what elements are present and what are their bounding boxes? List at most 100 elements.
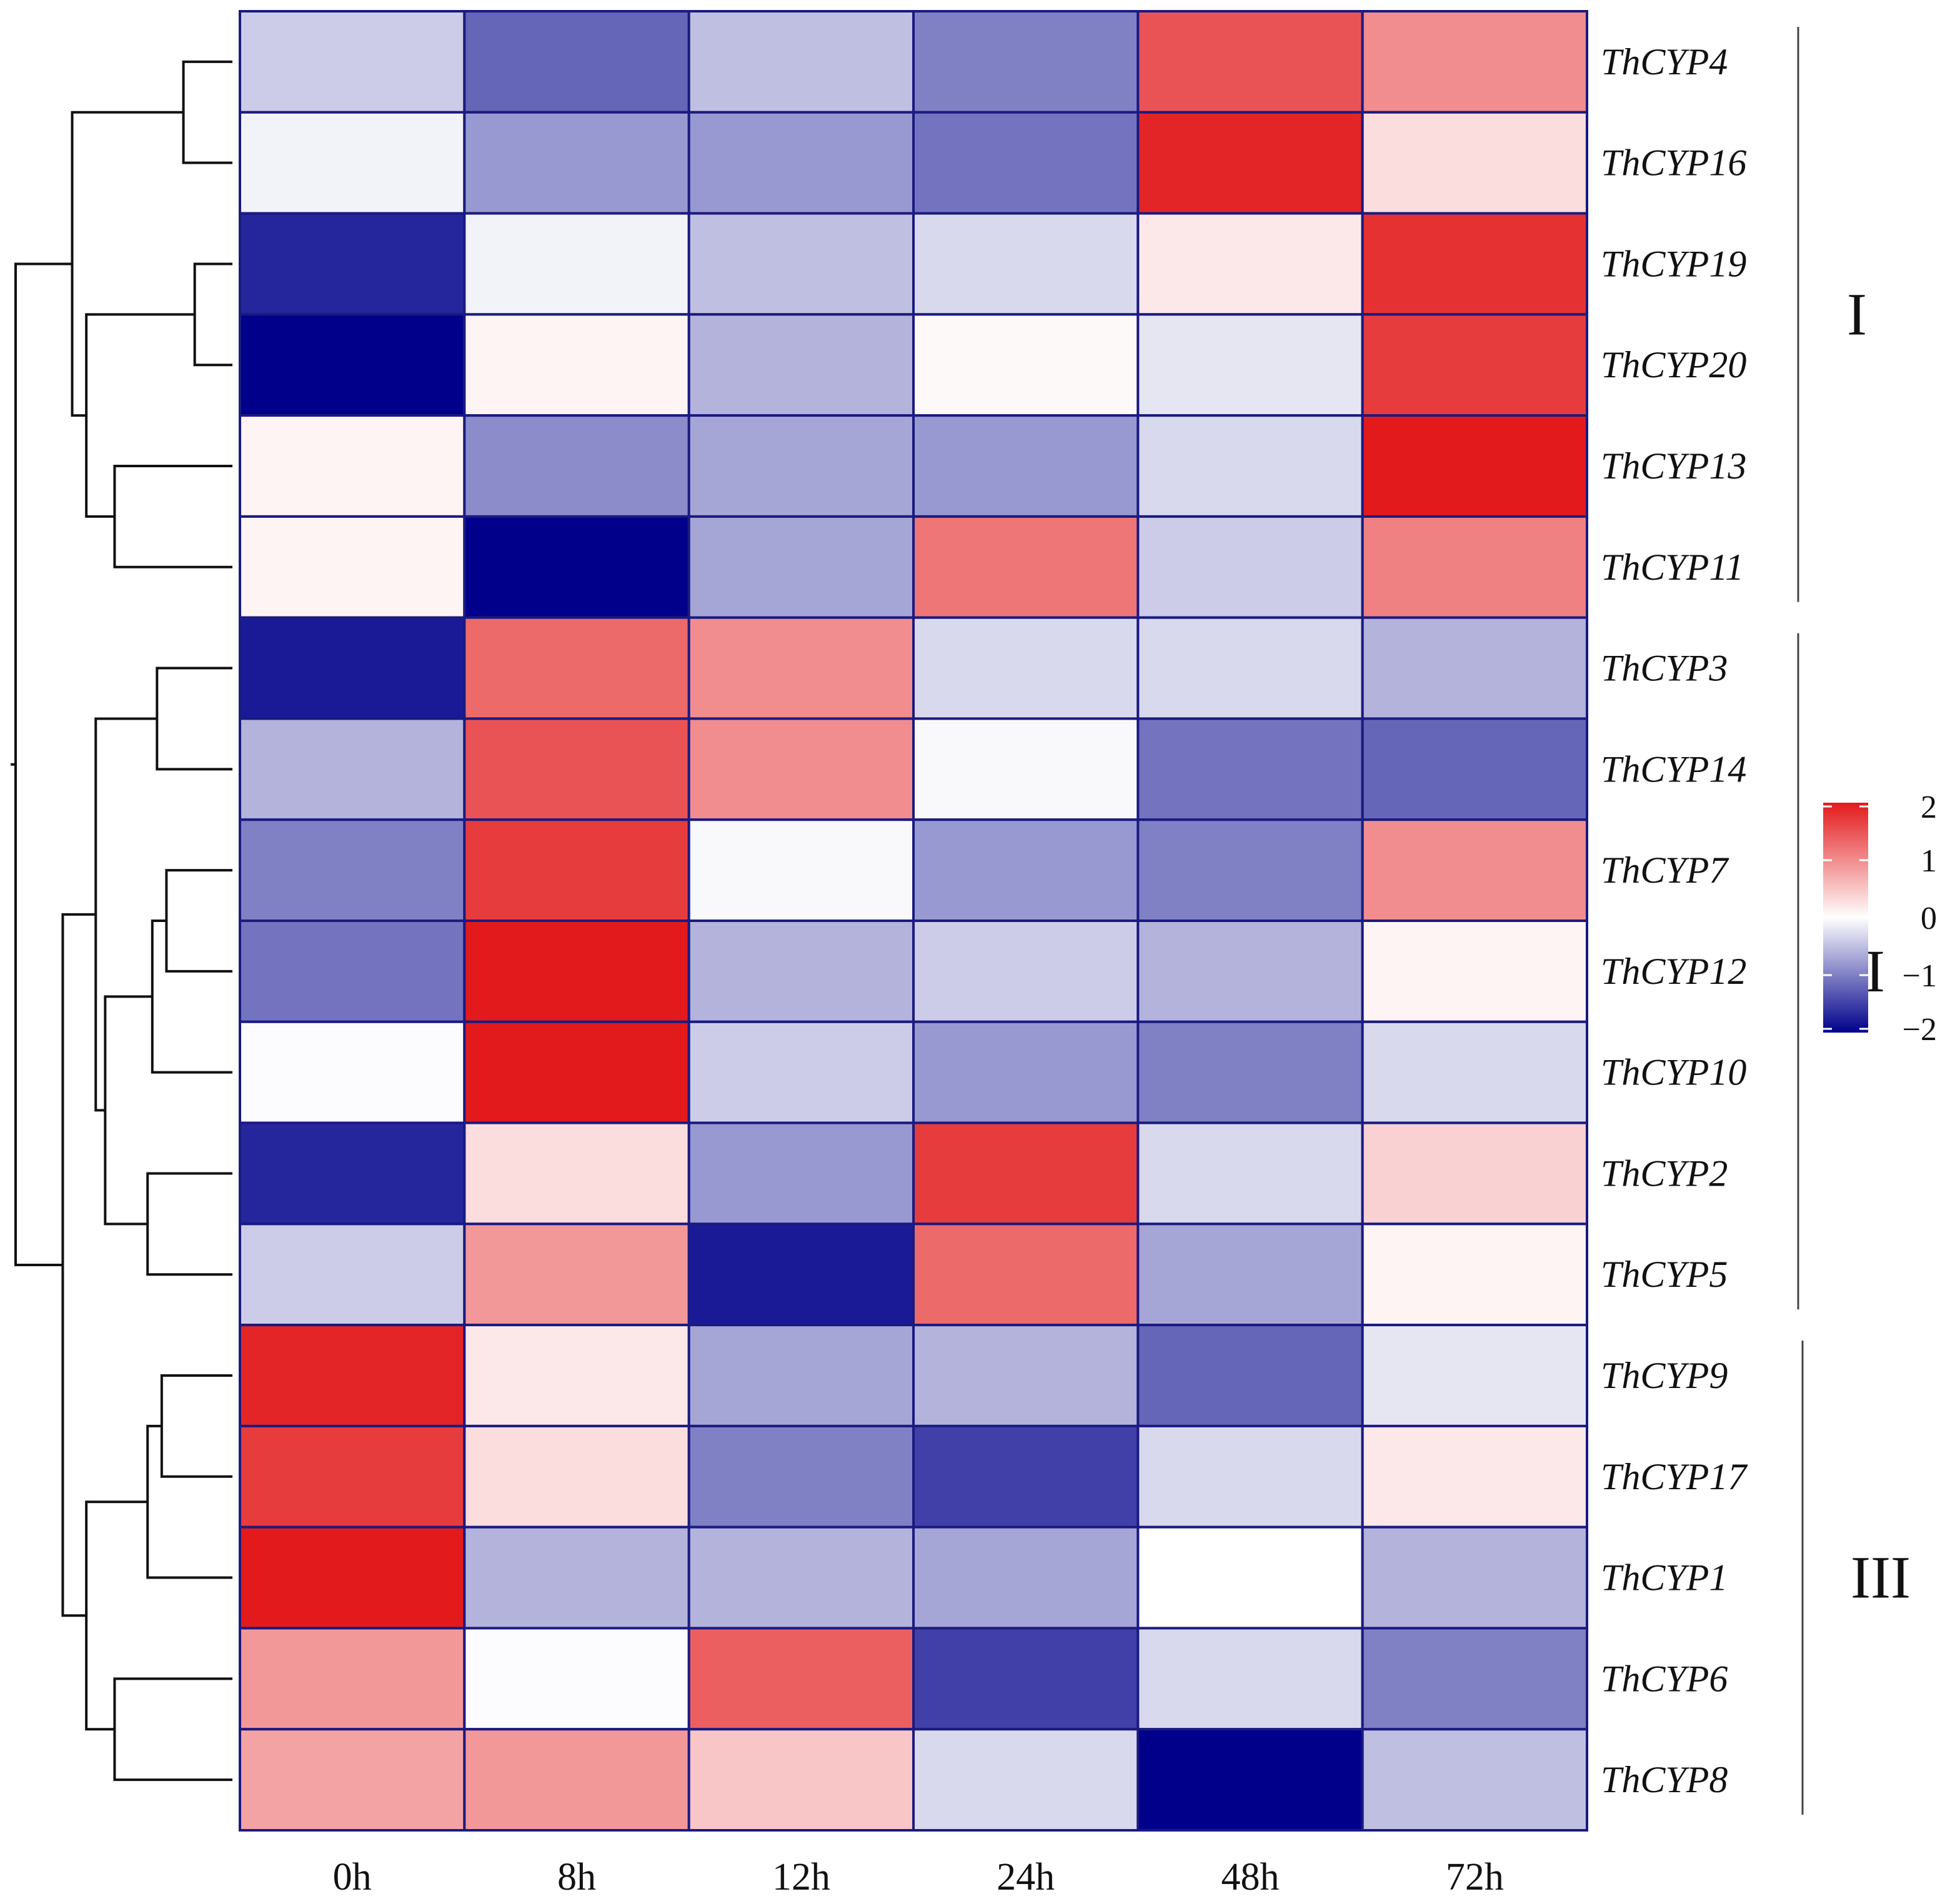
heatmap-cell [1137,920,1364,1023]
dendrogram-branch [71,111,184,417]
heatmap-cell [1137,414,1364,518]
heatmap-cell [463,1020,690,1124]
heatmap-cell [687,920,915,1023]
heatmap-cell [912,1728,1140,1832]
heatmap-cell [912,414,1140,518]
heatmap-cell [463,717,690,821]
heatmap-cell [1361,1020,1589,1124]
dendrogram-branch [104,995,152,1226]
heatmap-cell [687,616,915,720]
heatmap-cell [1361,1728,1589,1832]
dendrogram-branch [165,869,232,973]
heatmap-cell [239,111,466,215]
heatmap-cell [912,1627,1140,1731]
heatmap-cell [912,1324,1140,1427]
heatmap-cell [1137,1525,1364,1630]
heatmap-cell [912,313,1140,417]
dendrogram-branch [61,913,96,1617]
row-label: ThCYP16 [1601,142,1746,184]
row-labels: ThCYP4 ThCYP16 ThCYP19 ThCYP20 ThCYP13 ThCYP1… [1601,41,1748,1800]
row-label: ThCYP12 [1601,951,1746,992]
heatmap-cell [1137,313,1364,417]
heatmap-cell [912,515,1140,619]
heatmap-cell [1137,1424,1364,1529]
heatmap-cell [687,515,915,619]
heatmap-cell [687,1728,915,1832]
heatmap-cell [239,616,466,720]
heatmap-cell [1361,313,1589,417]
heatmap-cell [687,1424,915,1529]
heatmap-cell [463,1121,690,1226]
legend-tick-label: −2 [1903,1012,1937,1048]
dendrogram-branch [160,1374,232,1478]
heatmap-cell [239,414,466,518]
column-label: 8h [557,1856,596,1898]
dendrogram-branch [85,1500,148,1731]
row-label: ThCYP14 [1601,748,1746,790]
heatmap-cell [463,818,690,922]
legend-tick-label: −1 [1903,958,1937,994]
dendrogram-branch [182,60,232,164]
row-label: ThCYP6 [1601,1658,1728,1699]
heatmap-cell [912,717,1140,821]
heatmap-cell [1137,212,1364,316]
heatmap-cell [463,313,690,417]
heatmap-cell [239,313,466,417]
heatmap-cell [1137,1728,1364,1832]
heatmap-cell [1361,717,1589,821]
row-label: ThCYP1 [1601,1557,1728,1599]
heatmap-cell [1361,1525,1589,1630]
heatmap-cell [1137,818,1364,922]
heatmap-cell [687,313,915,417]
heatmap-cell [912,212,1140,316]
heatmap-cell [1361,920,1589,1023]
column-label: 12h [772,1856,830,1898]
row-label: ThCYP7 [1601,850,1729,891]
heatmap-cell [463,1222,690,1327]
dendrogram-branch [193,262,232,367]
heatmap-cell [463,414,690,518]
row-label: ThCYP11 [1601,547,1744,588]
heatmap-cell [912,1020,1140,1124]
heatmap-cell [687,818,915,922]
heatmap-cell [687,1121,915,1226]
column-labels: 0h 8h 12h 24h 48h 72h [333,1856,1504,1898]
dendrogram-branch [146,1172,232,1276]
heatmap-cell [239,1424,466,1529]
heatmap-cell [239,10,466,114]
heatmap-cell [912,1121,1140,1226]
row-label: ThCYP17 [1601,1456,1748,1497]
heatmap-cell [463,1525,690,1630]
heatmap-cell [239,1525,466,1630]
heatmap-cell [239,818,466,922]
heatmap-cell [912,616,1140,720]
heatmap-cell [1137,1627,1364,1731]
heatmap-cell [1361,1222,1589,1327]
heatmap-cell [239,1324,466,1427]
heatmap-cell [1137,1121,1364,1226]
heatmap-cell [239,920,466,1023]
dendrogram-branch [151,920,232,1074]
heatmap-cell [687,212,915,316]
heatmap-cell [687,1020,915,1124]
heatmap-cell [1137,1324,1364,1427]
row-label: ThCYP8 [1601,1759,1728,1800]
heatmap-cell [239,717,466,821]
color-legend: 2 1 0 −1 −2 [1823,790,1937,1048]
dendrogram-branch [146,1424,232,1579]
heatmap-cell [239,1627,466,1731]
dendrogram-branch [85,313,195,518]
heatmap-cell [1137,1020,1364,1124]
column-label: 24h [997,1856,1055,1898]
row-label: ThCYP9 [1601,1355,1728,1396]
cluster-brackets: IIIIII [1797,27,1911,1815]
heatmap-cell [1361,414,1589,518]
heatmap-cell [1137,1222,1364,1327]
row-label: ThCYP3 [1601,648,1728,689]
heatmap-cell [463,111,690,215]
heatmap-cell [912,10,1140,114]
heatmap-cell [1137,515,1364,619]
heatmap-cell [1361,111,1589,215]
legend-tick-label: 1 [1921,843,1937,879]
column-label: 48h [1221,1856,1280,1898]
